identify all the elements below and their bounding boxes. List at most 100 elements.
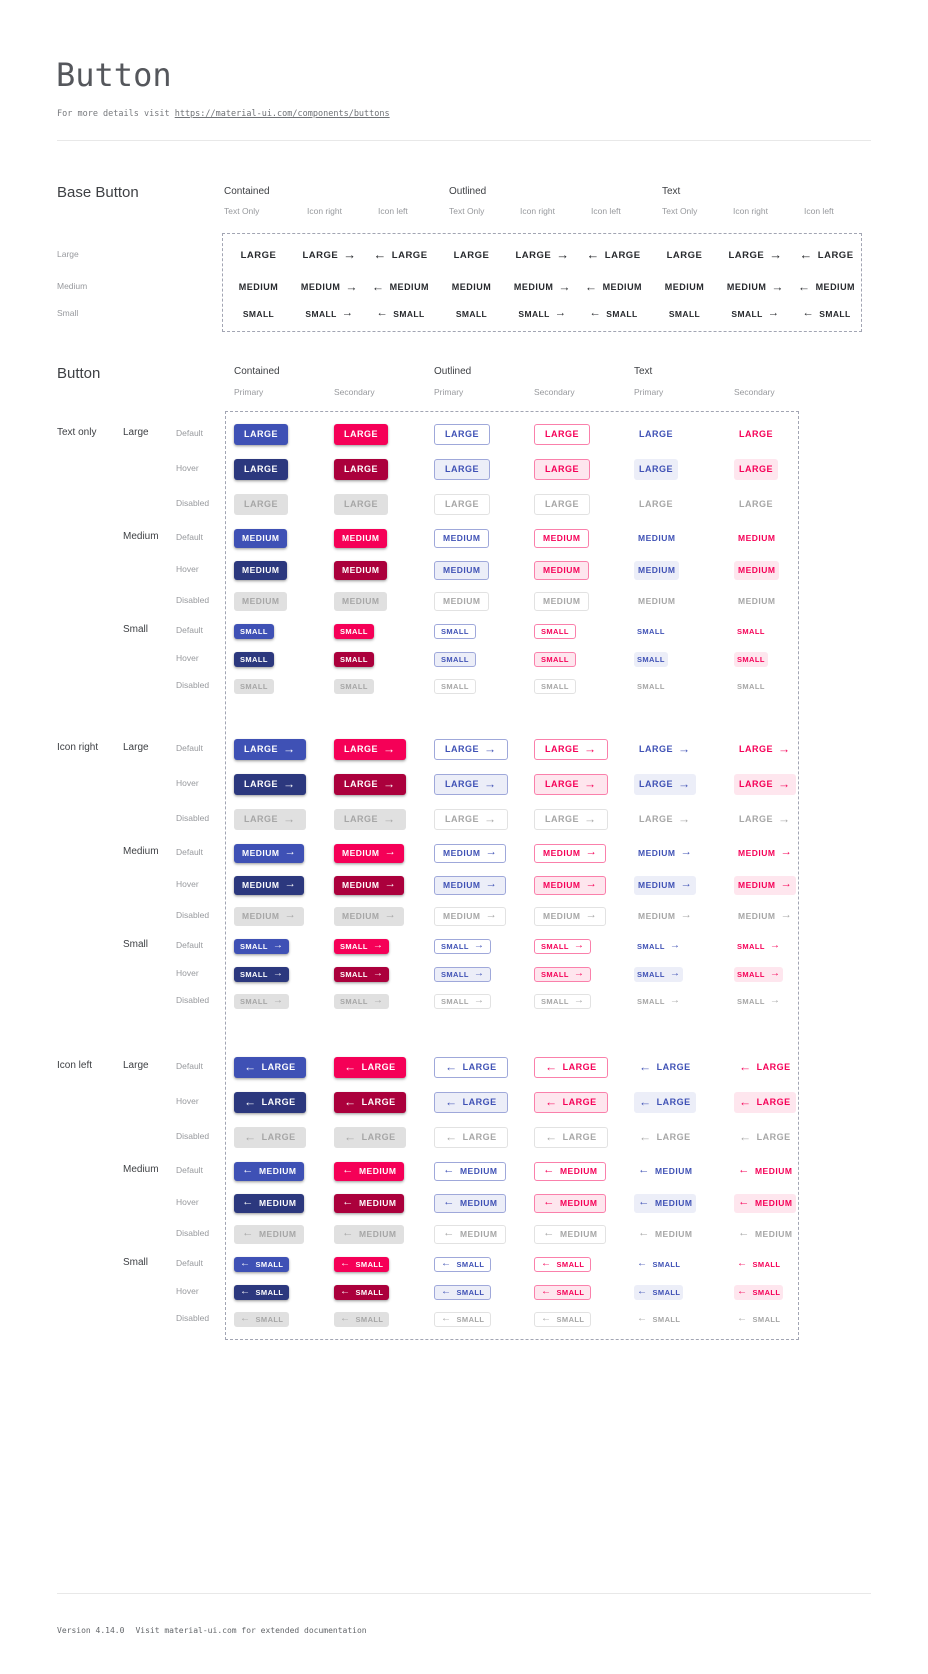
text-primary-large-disabled-text-only-button[interactable]: LARGE bbox=[634, 494, 678, 515]
base-text-text-only-small-button[interactable]: SMALL bbox=[669, 307, 700, 322]
text-secondary-large-disabled-icon-right-button[interactable]: LARGE → bbox=[734, 809, 796, 830]
contained-primary-medium-hover-icon-right-button[interactable]: MEDIUM → bbox=[234, 875, 305, 895]
contained-secondary-small-default-icon-right-button[interactable]: SMALL → bbox=[334, 938, 390, 954]
base-contained-text-only-medium-button[interactable]: MEDIUM bbox=[239, 278, 279, 297]
outlined-secondary-large-disabled-icon-left-button[interactable]: ← LARGE bbox=[534, 1126, 608, 1148]
outlined-secondary-medium-hover-icon-right-button[interactable]: MEDIUM → bbox=[534, 875, 607, 895]
outlined-primary-small-hover-text-only-button[interactable]: SMALL bbox=[434, 651, 476, 667]
contained-primary-medium-disabled-icon-right-button[interactable]: MEDIUM → bbox=[234, 906, 305, 926]
contained-secondary-medium-disabled-text-only-button[interactable]: MEDIUM bbox=[334, 591, 388, 611]
text-secondary-small-disabled-icon-left-button[interactable]: ← SMALL bbox=[734, 1312, 783, 1327]
base-text-icon-left-medium-button[interactable]: ← MEDIUM bbox=[798, 278, 855, 297]
contained-secondary-large-disabled-icon-right-button[interactable]: LARGE → bbox=[334, 808, 406, 830]
base-contained-icon-left-large-button[interactable]: ← LARGE bbox=[373, 245, 427, 266]
text-secondary-medium-disabled-text-only-button[interactable]: MEDIUM bbox=[734, 592, 779, 611]
text-primary-small-hover-icon-right-button[interactable]: SMALL → bbox=[634, 966, 684, 982]
contained-secondary-large-default-text-only-button[interactable]: LARGE bbox=[334, 423, 388, 445]
text-secondary-large-default-icon-left-button[interactable]: ← LARGE bbox=[734, 1057, 796, 1078]
contained-secondary-medium-hover-icon-right-button[interactable]: MEDIUM → bbox=[334, 875, 405, 895]
contained-primary-large-hover-text-only-button[interactable]: LARGE bbox=[234, 458, 288, 480]
base-text-text-only-medium-button[interactable]: MEDIUM bbox=[665, 278, 705, 297]
outlined-secondary-medium-hover-icon-left-button[interactable]: ← MEDIUM bbox=[534, 1193, 607, 1213]
outlined-primary-large-default-icon-right-button[interactable]: LARGE → bbox=[434, 738, 508, 760]
base-text-icon-left-large-button[interactable]: ← LARGE bbox=[799, 245, 853, 266]
text-secondary-medium-default-icon-left-button[interactable]: ← MEDIUM bbox=[734, 1162, 796, 1181]
text-secondary-medium-disabled-icon-left-button[interactable]: ← MEDIUM bbox=[734, 1225, 796, 1244]
base-contained-icon-right-medium-button[interactable]: MEDIUM → bbox=[301, 278, 358, 297]
contained-secondary-small-default-text-only-button[interactable]: SMALL bbox=[334, 623, 374, 639]
outlined-secondary-large-disabled-text-only-button[interactable]: LARGE bbox=[534, 493, 590, 515]
base-text-icon-right-medium-button[interactable]: MEDIUM → bbox=[727, 278, 784, 297]
text-primary-large-hover-icon-left-button[interactable]: ← LARGE bbox=[634, 1091, 696, 1113]
contained-secondary-small-hover-icon-left-button[interactable]: ← SMALL bbox=[334, 1284, 390, 1300]
outlined-secondary-small-default-icon-right-button[interactable]: SMALL → bbox=[534, 938, 592, 954]
text-primary-small-disabled-icon-right-button[interactable]: SMALL → bbox=[634, 994, 683, 1009]
contained-primary-large-hover-icon-left-button[interactable]: ← LARGE bbox=[234, 1091, 306, 1113]
text-secondary-medium-disabled-icon-right-button[interactable]: MEDIUM → bbox=[734, 907, 796, 926]
base-text-text-only-large-button[interactable]: LARGE bbox=[667, 245, 703, 266]
text-secondary-small-hover-text-only-button[interactable]: SMALL bbox=[734, 651, 768, 667]
outlined-primary-medium-hover-icon-left-button[interactable]: ← MEDIUM bbox=[434, 1193, 507, 1213]
outlined-primary-medium-disabled-icon-left-button[interactable]: ← MEDIUM bbox=[434, 1224, 507, 1244]
text-primary-large-hover-icon-right-button[interactable]: LARGE → bbox=[634, 773, 696, 795]
contained-primary-large-hover-icon-right-button[interactable]: LARGE → bbox=[234, 773, 306, 795]
outlined-secondary-medium-hover-text-only-button[interactable]: MEDIUM bbox=[534, 560, 590, 580]
base-text-icon-left-small-button[interactable]: ← SMALL bbox=[802, 307, 850, 322]
text-secondary-large-default-icon-right-button[interactable]: LARGE → bbox=[734, 739, 796, 760]
outlined-secondary-large-hover-text-only-button[interactable]: LARGE bbox=[534, 458, 590, 480]
contained-primary-small-default-icon-right-button[interactable]: SMALL → bbox=[234, 938, 290, 954]
text-primary-large-hover-text-only-button[interactable]: LARGE bbox=[634, 458, 678, 480]
text-primary-small-default-icon-left-button[interactable]: ← SMALL bbox=[634, 1257, 683, 1272]
contained-primary-small-default-text-only-button[interactable]: SMALL bbox=[234, 623, 274, 639]
text-secondary-large-disabled-text-only-button[interactable]: LARGE bbox=[734, 494, 778, 515]
contained-secondary-medium-disabled-icon-right-button[interactable]: MEDIUM → bbox=[334, 906, 405, 926]
outlined-secondary-small-hover-text-only-button[interactable]: SMALL bbox=[534, 651, 576, 667]
contained-primary-medium-disabled-text-only-button[interactable]: MEDIUM bbox=[234, 591, 288, 611]
outlined-primary-small-hover-icon-right-button[interactable]: SMALL → bbox=[434, 966, 492, 982]
outlined-secondary-small-default-icon-left-button[interactable]: ← SMALL bbox=[534, 1256, 592, 1272]
outlined-primary-small-default-icon-left-button[interactable]: ← SMALL bbox=[434, 1256, 492, 1272]
base-outlined-text-only-medium-button[interactable]: MEDIUM bbox=[452, 278, 492, 297]
outlined-primary-large-hover-icon-right-button[interactable]: LARGE → bbox=[434, 773, 508, 795]
contained-secondary-small-disabled-icon-right-button[interactable]: SMALL → bbox=[334, 993, 390, 1009]
contained-primary-large-default-icon-left-button[interactable]: ← LARGE bbox=[234, 1056, 306, 1078]
contained-secondary-small-default-icon-left-button[interactable]: ← SMALL bbox=[334, 1256, 390, 1272]
base-contained-icon-left-medium-button[interactable]: ← MEDIUM bbox=[372, 278, 429, 297]
contained-primary-small-hover-icon-left-button[interactable]: ← SMALL bbox=[234, 1284, 290, 1300]
contained-primary-small-disabled-icon-left-button[interactable]: ← SMALL bbox=[234, 1311, 290, 1327]
contained-secondary-small-hover-icon-right-button[interactable]: SMALL → bbox=[334, 966, 390, 982]
contained-secondary-large-hover-icon-right-button[interactable]: LARGE → bbox=[334, 773, 406, 795]
contained-primary-medium-default-icon-left-button[interactable]: ← MEDIUM bbox=[234, 1161, 305, 1181]
text-secondary-large-disabled-icon-left-button[interactable]: ← LARGE bbox=[734, 1127, 796, 1148]
contained-secondary-large-hover-text-only-button[interactable]: LARGE bbox=[334, 458, 388, 480]
base-contained-icon-left-small-button[interactable]: ← SMALL bbox=[376, 307, 424, 322]
contained-primary-medium-default-text-only-button[interactable]: MEDIUM bbox=[234, 528, 288, 548]
text-secondary-medium-hover-icon-right-button[interactable]: MEDIUM → bbox=[734, 875, 797, 895]
outlined-primary-medium-hover-icon-right-button[interactable]: MEDIUM → bbox=[434, 875, 507, 895]
outlined-primary-small-disabled-icon-right-button[interactable]: SMALL → bbox=[434, 993, 492, 1009]
outlined-primary-small-disabled-text-only-button[interactable]: SMALL bbox=[434, 678, 476, 694]
outlined-secondary-medium-disabled-icon-right-button[interactable]: MEDIUM → bbox=[534, 906, 607, 926]
text-secondary-medium-default-icon-right-button[interactable]: MEDIUM → bbox=[734, 844, 796, 863]
contained-secondary-large-disabled-text-only-button[interactable]: LARGE bbox=[334, 493, 388, 515]
outlined-secondary-small-default-text-only-button[interactable]: SMALL bbox=[534, 623, 576, 639]
outlined-primary-small-default-text-only-button[interactable]: SMALL bbox=[434, 623, 476, 639]
contained-primary-medium-disabled-icon-left-button[interactable]: ← MEDIUM bbox=[234, 1224, 305, 1244]
outlined-secondary-small-hover-icon-right-button[interactable]: SMALL → bbox=[534, 966, 592, 982]
contained-primary-small-disabled-icon-right-button[interactable]: SMALL → bbox=[234, 993, 290, 1009]
text-secondary-small-hover-icon-right-button[interactable]: SMALL → bbox=[734, 966, 784, 982]
contained-primary-large-disabled-text-only-button[interactable]: LARGE bbox=[234, 493, 288, 515]
base-contained-text-only-large-button[interactable]: LARGE bbox=[241, 245, 277, 266]
base-outlined-icon-right-medium-button[interactable]: MEDIUM → bbox=[514, 278, 571, 297]
base-outlined-icon-right-large-button[interactable]: LARGE → bbox=[515, 245, 569, 266]
text-secondary-medium-hover-text-only-button[interactable]: MEDIUM bbox=[734, 560, 780, 580]
contained-primary-large-default-text-only-button[interactable]: LARGE bbox=[234, 423, 288, 445]
base-outlined-icon-left-small-button[interactable]: ← SMALL bbox=[589, 307, 637, 322]
outlined-primary-medium-disabled-text-only-button[interactable]: MEDIUM bbox=[434, 591, 490, 611]
text-primary-large-disabled-icon-right-button[interactable]: LARGE → bbox=[634, 809, 696, 830]
contained-primary-small-default-icon-left-button[interactable]: ← SMALL bbox=[234, 1256, 290, 1272]
base-text-icon-right-small-button[interactable]: SMALL → bbox=[731, 307, 779, 322]
outlined-secondary-medium-disabled-icon-left-button[interactable]: ← MEDIUM bbox=[534, 1224, 607, 1244]
contained-primary-large-disabled-icon-left-button[interactable]: ← LARGE bbox=[234, 1126, 306, 1148]
text-primary-small-disabled-icon-left-button[interactable]: ← SMALL bbox=[634, 1312, 683, 1327]
